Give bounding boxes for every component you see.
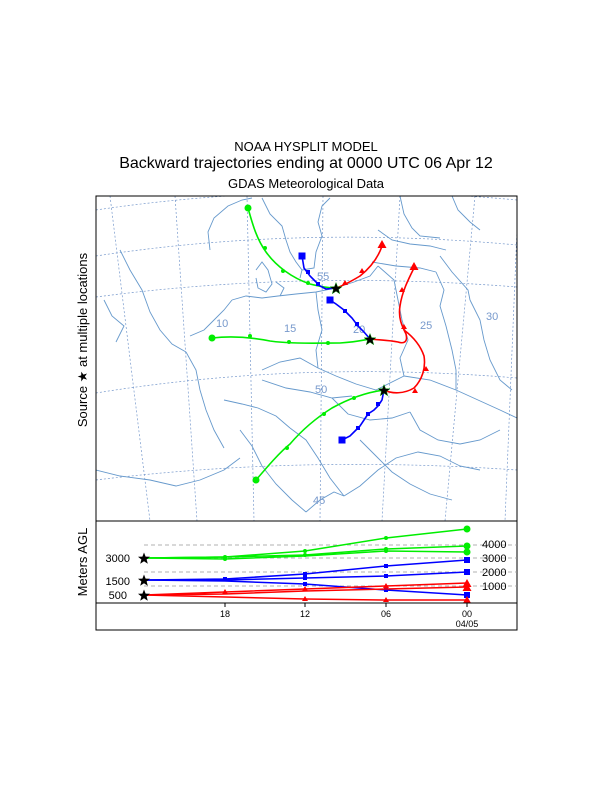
left-height-labels: 3000 1500 500: [106, 553, 130, 602]
left-tick-500: 500: [109, 590, 127, 602]
coastlines-and-borders: [96, 196, 517, 513]
height-source-markers: [138, 552, 150, 601]
lon-15-label: 15: [284, 323, 296, 335]
time-ticks: [224, 603, 468, 607]
right-height-labels: 4000 3000 2000 1000: [482, 539, 506, 593]
source-star-icon: [363, 332, 377, 346]
latitude-lines: [96, 196, 517, 481]
source-suffix: at multiple locations: [75, 252, 90, 367]
red-height-markers: [222, 579, 472, 603]
time-tick-00: 00: [462, 609, 472, 619]
left-tick-3000: 3000: [106, 553, 130, 565]
height-axis-label: Meters AGL: [75, 528, 90, 597]
source-star-icon: [138, 552, 150, 564]
met-data-title: GDAS Meteorological Data: [227, 176, 385, 191]
source-word: Source: [75, 386, 90, 427]
lon-20-label: 20: [353, 324, 365, 336]
right-tick-3000: 3000: [482, 553, 506, 565]
star-glyph-icon: ★: [75, 371, 90, 383]
model-title: NOAA HYSPLIT MODEL: [234, 139, 378, 154]
time-tick-12: 12: [300, 609, 310, 619]
lon-30-label: 30: [486, 311, 498, 323]
time-tick-18: 18: [220, 609, 230, 619]
graticule-labels: 10 15 20 25 30 55 50 45: [216, 271, 498, 507]
trajectory-title: Backward trajectories ending at 0000 UTC…: [119, 155, 493, 172]
lat-55-label: 55: [317, 271, 329, 283]
longitude-lines: [109, 196, 517, 521]
green-trajectories: [211, 207, 385, 481]
source-side-label: Source ★ at multiple locations: [75, 252, 90, 427]
source-star-icon: [329, 281, 343, 295]
green-height-markers: [223, 525, 471, 561]
lat-45-label: 45: [313, 495, 325, 507]
red-trajectories: [335, 245, 426, 394]
source-star-icon: [138, 589, 150, 601]
blue-trajectory-markers: [298, 252, 380, 444]
time-labels: 18 12 06 00 04/05: [220, 609, 478, 629]
right-tick-1000: 1000: [482, 581, 506, 593]
map-panel: 10 15 20 25 30 55 50 45: [96, 196, 517, 521]
lon-10-label: 10: [216, 318, 228, 330]
right-tick-4000: 4000: [482, 539, 506, 551]
source-star-icon: [138, 574, 150, 586]
right-tick-2000: 2000: [482, 567, 506, 579]
time-tick-06: 06: [381, 609, 391, 619]
lat-50-label: 50: [315, 384, 327, 396]
red-trajectory-markers: [342, 240, 429, 393]
lon-25-label: 25: [420, 320, 432, 332]
height-panel: 3000 1500 500 4000 3000 2000 1000 18 12 …: [95, 520, 518, 631]
green-trajectory-markers: [208, 204, 356, 484]
time-axis-frame: [95, 602, 518, 631]
source-markers: [329, 281, 391, 397]
source-star-icon: [377, 383, 391, 397]
blue-height-markers: [223, 557, 470, 598]
left-tick-1500: 1500: [106, 576, 130, 588]
date-label: 04/05: [456, 619, 479, 629]
